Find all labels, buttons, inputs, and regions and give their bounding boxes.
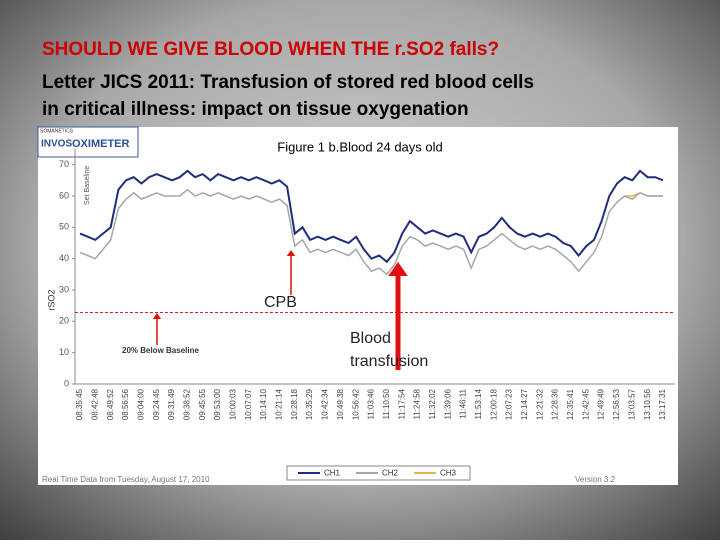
y-tick-label: 40 [59, 253, 69, 263]
x-tick-label: 12:49:49 [597, 388, 606, 420]
y-tick-label: 50 [59, 222, 69, 232]
y-tick-label: 0 [64, 378, 69, 388]
x-tick-label: 12:35:41 [566, 388, 575, 420]
x-tick-label: 08:35:45 [75, 388, 84, 420]
arrow-head [388, 262, 408, 276]
x-tick-label: 08:42:48 [90, 388, 99, 420]
y-axis-label: rSO2 [46, 289, 56, 310]
chart-title: Figure 1 b.Blood 24 days old [277, 139, 443, 154]
x-tick-label: 11:39:06 [443, 388, 452, 419]
x-tick-label: 11:46:11 [459, 388, 468, 419]
x-tick-label: 09:45:55 [198, 388, 207, 420]
baseline-label: 20% Below Baseline [122, 346, 199, 355]
x-tick-label: 12:28:36 [551, 388, 560, 420]
legend-label: CH2 [382, 469, 399, 478]
x-tick-label: 13:03:57 [627, 388, 636, 420]
x-tick-label: 09:04:00 [136, 388, 145, 420]
logo-text: INVOS [41, 139, 72, 150]
x-tick-label: 10:56:42 [351, 388, 360, 420]
slide-subtitle: in critical illness: impact on tissue ox… [42, 99, 469, 120]
y-tick-label: 70 [59, 159, 69, 169]
x-tick-label: 11:17:54 [397, 388, 406, 419]
x-tick-label: 10:35:29 [305, 388, 314, 420]
logo [37, 126, 139, 158]
legend-label: CH1 [324, 469, 341, 478]
x-tick-label: 12:56:53 [612, 388, 621, 420]
x-tick-label: 13:10:56 [643, 388, 652, 420]
y-tick-label: 20 [59, 316, 69, 326]
y-tick-label: 60 [59, 190, 69, 200]
x-tick-label: 12:07:23 [505, 388, 514, 420]
annotation: Blood [350, 330, 391, 347]
x-tick-label: 13:17:31 [658, 388, 667, 420]
logo-text: OXIMETER [72, 138, 130, 150]
arrow-head [152, 313, 162, 319]
series-line [79, 169, 664, 264]
legend [286, 465, 471, 481]
footer: Real Time Data from Tuesday, August 17, … [42, 475, 210, 484]
x-tick-label: 10:49:38 [336, 388, 345, 420]
x-tick-label: 12:00:18 [489, 388, 498, 420]
slide-subtitle: Letter JICS 2011: Transfusion of stored … [42, 72, 534, 93]
arrow-head [286, 250, 296, 256]
x-tick-label: 09:31:49 [167, 388, 176, 420]
x-tick-label: 11:53:14 [474, 388, 483, 419]
x-tick-label: 10:07:07 [244, 388, 253, 420]
x-tick-label: 12:14:27 [520, 388, 529, 420]
slide-title: SHOULD WE GIVE BLOOD WHEN THE r.SO2 fall… [42, 39, 499, 60]
x-tick-label: 10:42:34 [321, 388, 330, 420]
x-tick-label: 09:24:45 [152, 388, 161, 420]
x-tick-label: 08:49:52 [106, 388, 115, 420]
chart-panel [38, 127, 678, 485]
x-tick-label: 09:38:52 [183, 388, 192, 420]
footer: Version 3.2 [575, 475, 616, 484]
x-tick-label: 10:14:10 [259, 388, 268, 420]
y-tick-label: 30 [59, 284, 69, 294]
annotation: CPB [264, 294, 297, 311]
x-tick-label: 09:53:00 [213, 388, 222, 420]
x-tick-label: 12:21:32 [535, 388, 544, 420]
x-tick-label: 11:32:02 [428, 388, 437, 419]
annotation: transfusion [350, 353, 428, 370]
x-tick-label: 11:24:58 [413, 388, 422, 419]
x-tick-label: 10:28:18 [290, 388, 299, 420]
x-tick-label: 11:03:46 [367, 388, 376, 419]
x-tick-label: 08:56:56 [121, 388, 130, 420]
annotation: Set Baseline [84, 166, 91, 205]
y-tick-label: 10 [59, 347, 69, 357]
legend-label: CH3 [440, 469, 457, 478]
x-tick-label: 10:00:03 [229, 388, 238, 420]
x-tick-label: 12:42:45 [581, 388, 590, 420]
logo-text: SOMANETICS [40, 128, 74, 134]
x-tick-label: 10:21:14 [275, 388, 284, 420]
x-tick-label: 11:10:50 [382, 388, 391, 419]
series-line [79, 188, 663, 276]
